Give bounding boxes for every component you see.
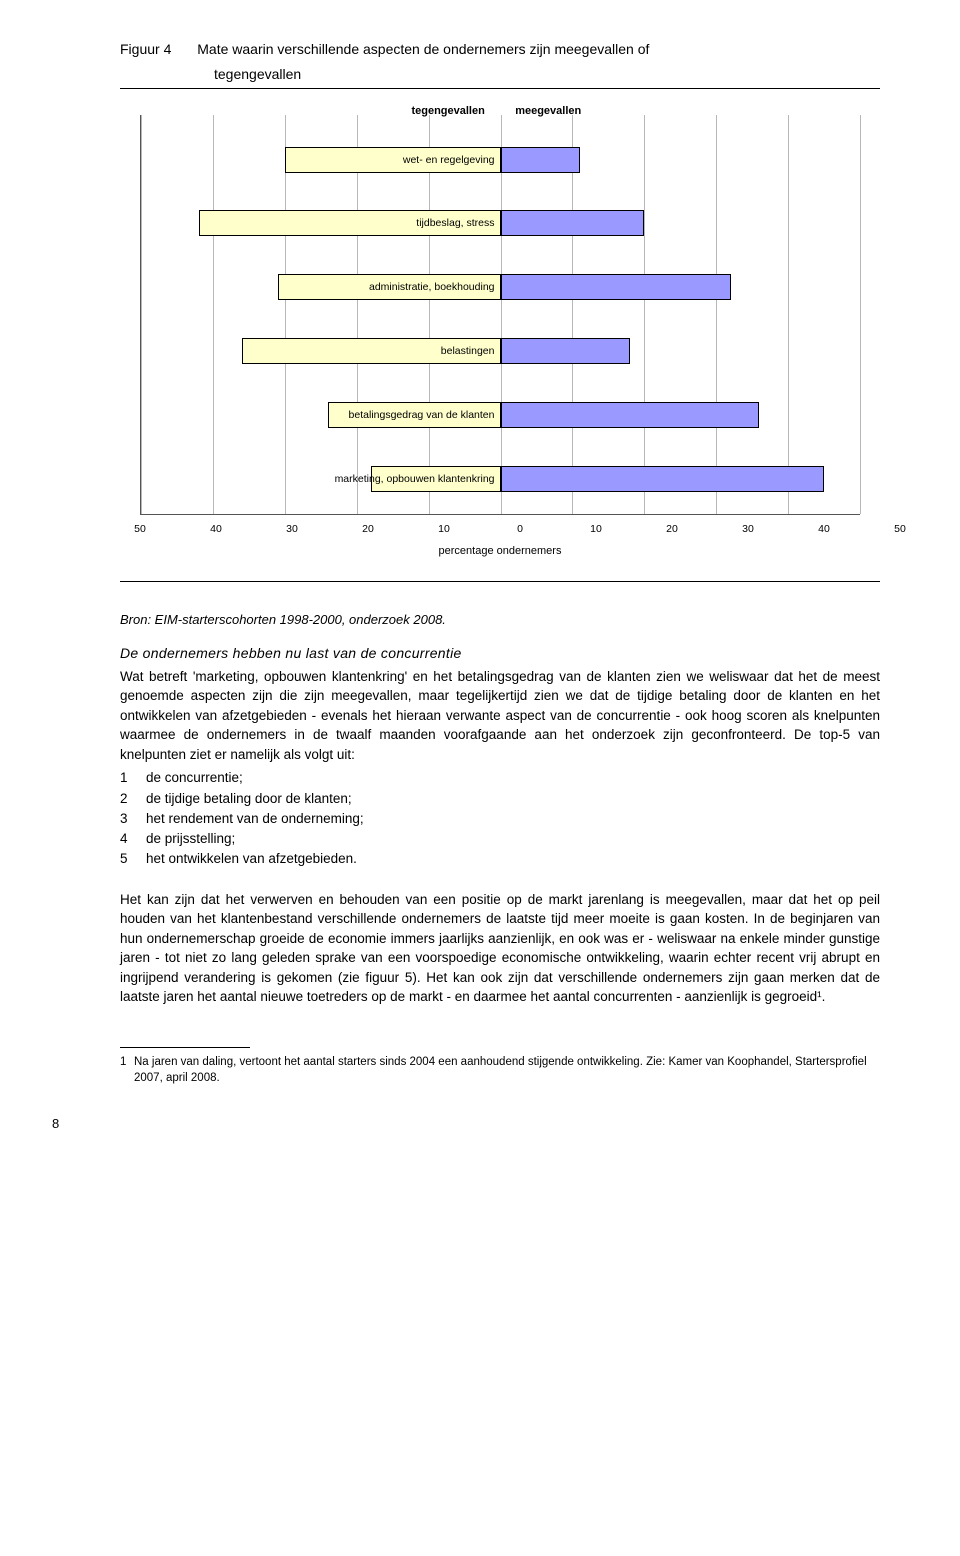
bar-category-label: marketing, opbouwen klantenkring <box>335 466 501 492</box>
bar-category-label: tijdbeslag, stress <box>416 210 500 236</box>
list-item-number: 4 <box>120 829 146 849</box>
gridline <box>501 115 502 514</box>
bar-right <box>501 466 825 492</box>
bar-right <box>501 147 580 173</box>
gridline <box>572 115 573 514</box>
paragraph-1: Wat betreft 'marketing, opbouwen klanten… <box>120 667 880 765</box>
bar-row: marketing, opbouwen klantenkring <box>141 466 860 492</box>
list-item-text: de tijdige betaling door de klanten; <box>146 789 352 809</box>
paragraph-2: Het kan zijn dat het verwerven en behoud… <box>120 890 880 1007</box>
bar-row: administratie, boekhouding <box>141 274 860 300</box>
gridline <box>788 115 789 514</box>
axis-tick-label: 20 <box>362 523 374 535</box>
bar-row: betalingsgedrag van de klanten <box>141 402 860 428</box>
gridline <box>141 115 142 514</box>
gridline <box>357 115 358 514</box>
list-item-text: het rendement van de onderneming; <box>146 809 364 829</box>
axis-tick-label: 30 <box>286 523 298 535</box>
figure-title-line1: Mate waarin verschillende aspecten de on… <box>197 41 649 57</box>
bar-category-label: administratie, boekhouding <box>369 274 501 300</box>
axis-tick-label: 40 <box>818 523 830 535</box>
bar-row: wet- en regelgeving <box>141 147 860 173</box>
figure-source: Bron: EIM-starterscohorten 1998-2000, on… <box>120 612 880 627</box>
gridline <box>644 115 645 514</box>
bar-row: belastingen <box>141 338 860 364</box>
axis-tick-label: 50 <box>134 523 146 535</box>
gridline <box>285 115 286 514</box>
bar-right <box>501 274 731 300</box>
axis-tick-label: 20 <box>666 523 678 535</box>
figure-top-rule <box>120 88 880 89</box>
list-item-number: 2 <box>120 789 146 809</box>
list-item-number: 5 <box>120 849 146 869</box>
axis-tick-label: 0 <box>517 523 523 535</box>
list-item-number: 1 <box>120 768 146 788</box>
bar-category-label: wet- en regelgeving <box>403 147 501 173</box>
list-item-number: 3 <box>120 809 146 829</box>
footnote: 1 Na jaren van daling, vertoont het aant… <box>120 1054 880 1086</box>
bar-row: tijdbeslag, stress <box>141 210 860 236</box>
list-item-text: de concurrentie; <box>146 768 243 788</box>
gridline <box>213 115 214 514</box>
bar-category-label: belastingen <box>441 338 501 364</box>
list-item-text: de prijsstelling; <box>146 829 235 849</box>
list-item: 4de prijsstelling; <box>120 829 880 849</box>
figure-bottom-rule <box>120 581 880 582</box>
figure-label: Figuur 4 <box>120 41 171 57</box>
footnote-text: Na jaren van daling, vertoont het aantal… <box>134 1054 880 1086</box>
page-number: 8 <box>52 1116 880 1131</box>
gridline <box>716 115 717 514</box>
bar-right <box>501 338 630 364</box>
axis-tick-label: 50 <box>894 523 906 535</box>
list-item-text: het ontwikkelen van afzetgebieden. <box>146 849 357 869</box>
list-item: 5het ontwikkelen van afzetgebieden. <box>120 849 880 869</box>
x-axis-label: percentage ondernemers <box>120 545 880 557</box>
axis-tick-label: 30 <box>742 523 754 535</box>
figure-header: Figuur 4 Mate waarin verschillende aspec… <box>120 40 880 60</box>
figure-title-line2: tegengevallen <box>214 66 880 82</box>
gridline <box>860 115 861 514</box>
axis-tick-label: 10 <box>590 523 602 535</box>
gridline <box>429 115 430 514</box>
list-item: 3het rendement van de onderneming; <box>120 809 880 829</box>
bar-category-label: betalingsgedrag van de klanten <box>349 402 501 428</box>
footnote-mark: 1 <box>120 1054 134 1086</box>
bar-right <box>501 210 645 236</box>
diverging-bar-chart: tegengevallen meegevallen wet- en regelg… <box>120 105 880 565</box>
bar-right <box>501 402 760 428</box>
list-item: 2de tijdige betaling door de klanten; <box>120 789 880 809</box>
top5-list: 1de concurrentie;2de tijdige betaling do… <box>120 768 880 869</box>
list-item: 1de concurrentie; <box>120 768 880 788</box>
axis-tick-label: 40 <box>210 523 222 535</box>
section-subhead: De ondernemers hebben nu last van de con… <box>120 645 880 661</box>
footnote-rule <box>120 1047 250 1048</box>
axis-tick-label: 10 <box>438 523 450 535</box>
